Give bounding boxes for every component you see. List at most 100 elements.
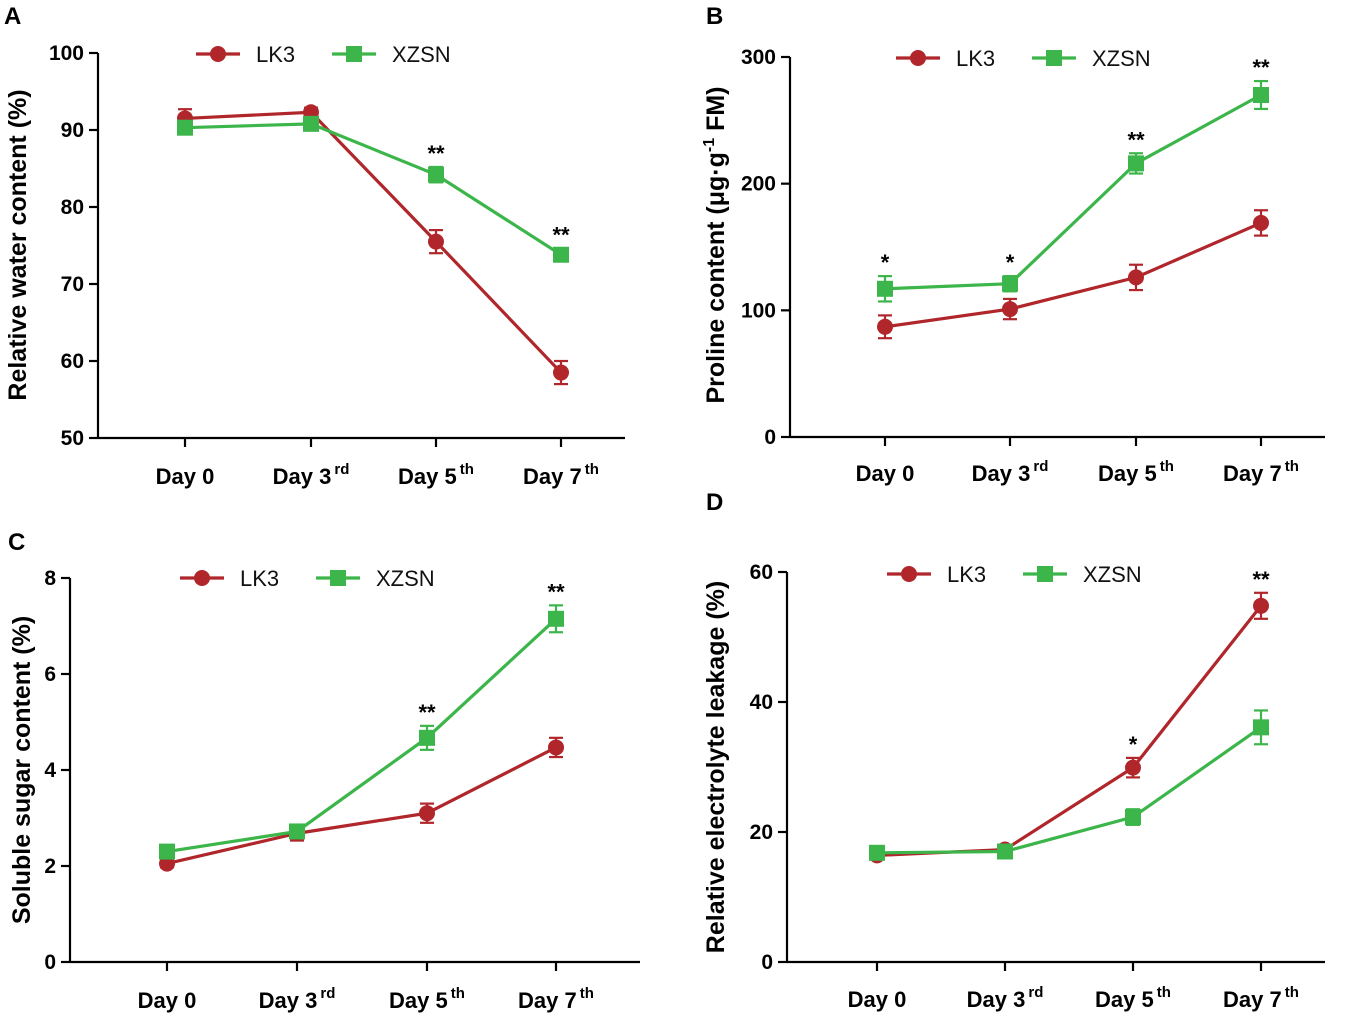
significance-marker: * (1006, 250, 1015, 275)
significance-marker: ** (427, 141, 445, 166)
legend-marker (1037, 566, 1053, 582)
significance-marker: ** (552, 223, 570, 248)
data-point (428, 166, 444, 183)
y-tick-label: 50 (61, 427, 84, 450)
panel-letter: D (706, 489, 723, 516)
significance-marker: ** (1252, 567, 1270, 592)
y-tick-label: 2 (44, 855, 56, 878)
data-point (289, 823, 305, 840)
data-point (1253, 87, 1269, 103)
data-point (877, 318, 893, 335)
data-point (159, 843, 175, 860)
y-tick-label: 0 (761, 951, 773, 974)
series-xzsn (869, 709, 1269, 861)
data-point (1125, 809, 1141, 826)
data-point (1128, 269, 1144, 286)
data-point (177, 119, 193, 136)
legend-label: XZSN (1083, 562, 1142, 587)
legend: LK3 XZSN (887, 562, 1142, 587)
y-tick-label: 60 (750, 561, 773, 584)
y-axis-label: Soluble sugar content (%) (8, 616, 36, 924)
panel-letter: B (706, 3, 723, 30)
y-axis-label: Proline content (μg·g-1 FM) (701, 86, 730, 403)
series-line (184, 122, 562, 257)
series-xzsn (877, 79, 1269, 303)
series-line (166, 746, 557, 866)
x-tick-label: Day 0 (848, 987, 907, 1012)
x-tick-label: Day 0 (156, 464, 215, 489)
data-point (1128, 155, 1144, 172)
legend-marker (330, 570, 346, 586)
panel-letter: A (4, 3, 21, 30)
significance-marker: * (881, 250, 890, 275)
legend-label: LK3 (240, 566, 279, 591)
data-point (548, 610, 564, 627)
y-axis-label: Relative water content (%) (4, 89, 32, 400)
legend-marker (910, 50, 926, 66)
series-line (166, 617, 558, 854)
series-line (876, 604, 1263, 857)
legend-marker (194, 570, 210, 586)
x-tick-label: Day 0 (138, 988, 197, 1013)
data-point (1125, 759, 1141, 776)
y-tick-label: 4 (44, 759, 56, 782)
legend-marker (346, 46, 362, 62)
series-line (876, 726, 1262, 855)
y-tick-label: 6 (44, 663, 56, 686)
data-point (419, 805, 435, 822)
series-line (884, 221, 1262, 329)
data-point (1253, 719, 1269, 736)
y-tick-label: 100 (49, 42, 84, 65)
data-point (553, 364, 569, 381)
y-tick-label: 70 (61, 273, 84, 296)
significance-marker: ** (1127, 127, 1145, 152)
significance-marker: ** (1252, 55, 1270, 80)
data-point (553, 246, 569, 263)
data-point (1253, 214, 1269, 231)
y-tick-label: 40 (750, 691, 773, 714)
x-tick-label: Day 0 (856, 461, 915, 486)
data-point (869, 844, 885, 861)
y-tick-label: 0 (44, 951, 56, 974)
legend-label: LK3 (256, 42, 295, 67)
legend-label: XZSN (376, 566, 435, 591)
data-point (548, 739, 564, 756)
legend-label: LK3 (956, 46, 995, 71)
legend-label: XZSN (392, 42, 451, 67)
y-tick-label: 100 (741, 299, 776, 322)
y-tick-label: 60 (61, 350, 84, 373)
data-point (1002, 275, 1018, 292)
legend-label: LK3 (947, 562, 986, 587)
significance-marker: ** (547, 579, 565, 604)
y-tick-label: 200 (741, 173, 776, 196)
y-tick-label: 80 (61, 196, 84, 219)
y-tick-label: 20 (750, 821, 773, 844)
series-line (884, 93, 1262, 291)
legend-marker (901, 566, 917, 582)
series-xzsn (177, 115, 569, 263)
y-tick-label: 0 (764, 426, 776, 449)
data-point (419, 729, 435, 746)
y-tick-label: 8 (44, 567, 56, 590)
series-lk3 (177, 104, 569, 386)
panel-letter: C (8, 529, 25, 556)
series-lk3 (869, 591, 1269, 864)
legend-marker (210, 46, 226, 62)
data-point (997, 843, 1013, 860)
significance-marker: ** (418, 700, 436, 725)
legend-label: XZSN (1092, 46, 1151, 71)
data-point (1002, 301, 1018, 318)
significance-marker: * (1129, 732, 1138, 757)
y-tick-label: 90 (61, 119, 84, 142)
